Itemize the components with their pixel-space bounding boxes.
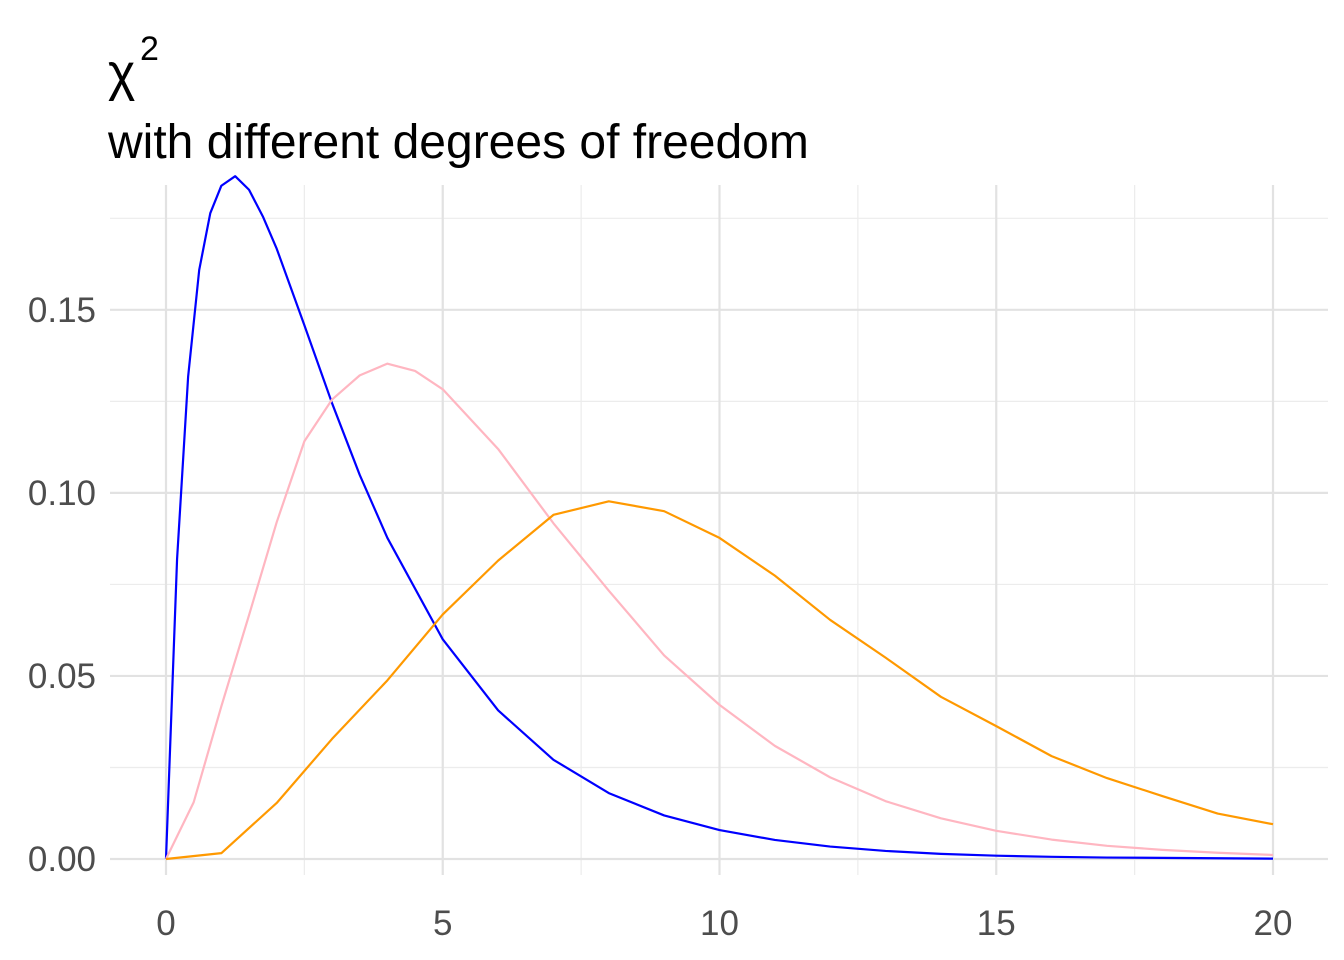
y-tick-label: 0.05: [28, 657, 96, 696]
x-tick-label: 0: [156, 904, 175, 943]
y-tick-label: 0.00: [28, 840, 96, 879]
chart-title-superscript: 2: [140, 30, 159, 68]
chart-subtitle: with different degrees of freedom: [107, 116, 809, 169]
series-line-3: [165, 500, 1274, 861]
data-series: [164, 175, 1274, 861]
x-tick-label: 5: [433, 904, 452, 943]
tick-labels: 0 5 10 15 20 0.00 0.05 0.10 0.15: [28, 291, 1293, 943]
x-tick-label: 10: [700, 904, 739, 943]
x-tick-label: 15: [977, 904, 1016, 943]
series-line-1: [164, 175, 1274, 860]
series-line-2: [165, 362, 1274, 860]
x-tick-label: 20: [1254, 904, 1293, 943]
y-tick-label: 0.10: [28, 474, 96, 513]
chart-title: χ: [108, 44, 135, 102]
chart-title-base: χ: [108, 44, 135, 102]
y-tick-label: 0.15: [28, 291, 96, 330]
grid-lines: [110, 185, 1328, 875]
